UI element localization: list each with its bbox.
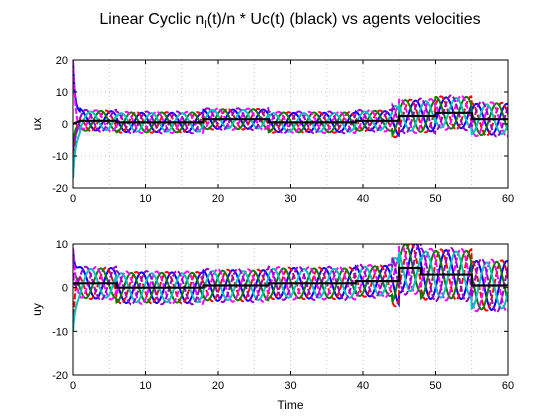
x-tick-label: 40	[357, 380, 369, 392]
x-tick-label: 20	[212, 380, 224, 392]
x-tick-label: 60	[502, 380, 514, 392]
x-tick-label: 10	[139, 380, 151, 392]
uy-panel: 0 10 20 30 40 50 60 -20 -10 0 10 uy Time	[30, 239, 514, 412]
title-prefix: Linear Cyclic n	[99, 11, 204, 28]
agent-velocity-series	[73, 96, 508, 179]
y-tick-label: -20	[52, 370, 68, 382]
plot-area	[73, 244, 508, 332]
agent-velocity-series	[73, 244, 508, 311]
y-tick-label: 10	[56, 87, 68, 99]
x-tick-label: 30	[284, 380, 296, 392]
y-tick-label: -10	[52, 326, 68, 338]
x-tick-label: 60	[502, 193, 514, 205]
agent-velocity-series	[73, 94, 508, 150]
x-tick-label: 0	[70, 193, 76, 205]
y-tick-label: -20	[52, 183, 68, 195]
y-tick-label: 0	[62, 283, 68, 295]
y-tick-label: 20	[56, 55, 68, 67]
title-suffix: (t)/n * Uc(t) (black) vs agents velociti…	[207, 11, 481, 28]
y-tick-label: 10	[56, 239, 68, 251]
x-tick-label: 50	[429, 193, 441, 205]
agent-velocity-series	[73, 250, 508, 332]
x-tick-label: 40	[357, 193, 369, 205]
reference-series	[73, 111, 508, 126]
axes-frame	[72, 243, 509, 376]
agent-velocity-series	[73, 244, 508, 314]
title-subscript: l	[204, 19, 206, 31]
chart-title: Linear Cyclic nl(t)/n * Uc(t) (black) vs…	[99, 11, 480, 31]
reference-series	[73, 266, 508, 289]
agent-velocity-series	[73, 95, 508, 179]
y-axis-label: ux	[30, 118, 44, 131]
x-tick-label: 50	[429, 380, 441, 392]
ux-panel: 0 10 20 30 40 50 60 -20 -10 0 10 20 ux	[30, 55, 514, 205]
plot-area	[73, 60, 508, 179]
y-tick-label: -10	[52, 151, 68, 163]
x-axis-label: Time	[277, 398, 304, 412]
y-axis-label: uy	[30, 303, 44, 316]
y-tick-label: 0	[62, 119, 68, 131]
x-tick-label: 20	[212, 193, 224, 205]
x-tick-label: 30	[284, 193, 296, 205]
agent-velocity-series	[73, 95, 508, 150]
x-tick-label: 0	[70, 380, 76, 392]
x-tick-label: 10	[139, 193, 151, 205]
